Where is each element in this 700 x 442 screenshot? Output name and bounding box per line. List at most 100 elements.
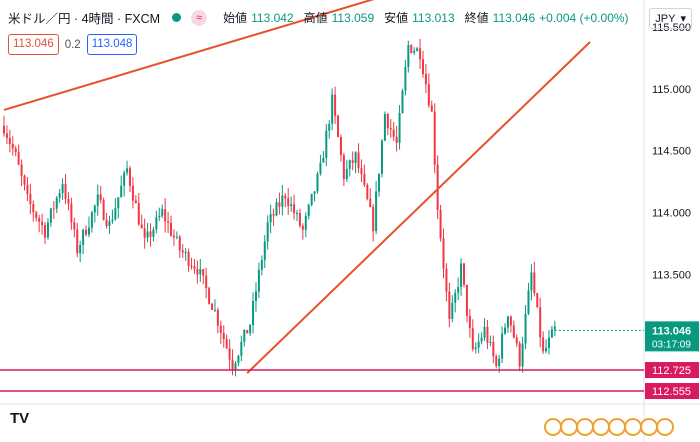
candle-body [87,227,90,235]
candle-body [181,250,184,253]
last-price-tag [645,321,699,352]
candle-body [372,206,375,232]
spread-value: 0.2 [64,38,81,51]
candle-body [216,309,219,326]
candle-body [29,193,32,205]
candle-body [468,315,471,329]
candle-body [67,199,70,204]
candle-body [140,224,143,229]
low-label: 安値 [384,11,409,25]
candle-body [114,208,117,220]
sell-price-button[interactable]: 113.046 [8,34,59,55]
candle-body [416,48,419,51]
candle-body [158,215,161,218]
candle-body [164,209,167,222]
candle-body [524,313,527,344]
candle-body [375,191,378,232]
candle-body [413,50,416,53]
candle-body [313,191,316,194]
candle-body [11,143,14,149]
currency-selector[interactable]: JPY ▾ [649,8,692,29]
candle-body [117,197,120,209]
quote-row: 113.046 0.2 113.048 [8,34,138,55]
candle-body [175,236,178,238]
candle-body [41,221,44,226]
candle-body [143,228,146,238]
trend-line[interactable] [3,0,490,111]
candle-body [287,198,290,207]
low-value: 113.013 [412,10,455,25]
candle-body [252,300,255,325]
buy-price-button[interactable]: 113.048 [86,34,138,55]
candle-body [219,325,222,333]
candle-body [167,221,170,223]
candle-body [284,195,287,199]
candle-body [172,235,175,238]
candle-body [550,329,553,338]
candle-body [76,229,79,254]
candle-body [246,329,249,334]
candle-body [225,339,228,349]
candle-body [404,67,407,91]
candle-body [392,129,395,137]
candle-body [231,359,234,370]
candle-body [146,231,149,238]
candle-body [73,222,76,230]
candle-body [178,236,181,251]
economic-events [544,418,674,436]
candle-body [325,130,328,158]
candle-body [471,328,474,350]
candle-body [298,213,301,226]
candle-body [351,160,354,163]
change-value: +0.004 (+0.00%) [539,10,629,25]
symbol-title[interactable]: 米ドル／円 · 4時間 · FXCM [8,12,161,26]
candle-body [518,343,521,367]
candle-body [454,292,457,303]
candle-body [407,45,410,68]
wave-icon[interactable]: ≈ [191,9,208,26]
candle-body [547,337,550,348]
candle-body [527,290,530,314]
candle-body [430,105,433,112]
candle-body [366,184,369,199]
tradingview-logo[interactable]: TV [10,410,30,427]
event-icon[interactable] [656,418,674,436]
candle-body [64,184,67,200]
candle-body [14,148,17,153]
open-label: 始値 [223,11,248,25]
candle-body [137,203,140,225]
candle-body [8,138,11,144]
candle-body [275,202,278,216]
candle-body [530,272,533,291]
candle-body [360,168,363,175]
open-value: 113.042 [251,10,294,25]
chevron-down-icon: ▾ [680,13,686,25]
candle-body [105,219,108,227]
candle-body [79,245,82,254]
candle-body [161,209,164,216]
candle-body [257,269,260,292]
candle-body [363,174,366,185]
candle-body [254,291,257,301]
candle-body [480,337,483,342]
candle-body [281,195,284,207]
candle-body [199,269,202,275]
candle-body [501,333,504,359]
candle-body [111,219,114,222]
candle-body [20,164,23,176]
candle-body [463,263,466,285]
candle-body [383,113,386,141]
candle-body [345,168,348,180]
candle-body [208,288,211,304]
candle-body [126,168,129,173]
candle-body [149,231,152,237]
candle-body [521,343,524,367]
trend-line[interactable] [246,41,591,374]
candle-body [152,229,155,237]
candle-body [70,203,73,223]
candle-body [401,90,404,113]
candle-body [187,251,190,266]
candle-body [539,307,542,338]
candle-body [228,348,231,360]
